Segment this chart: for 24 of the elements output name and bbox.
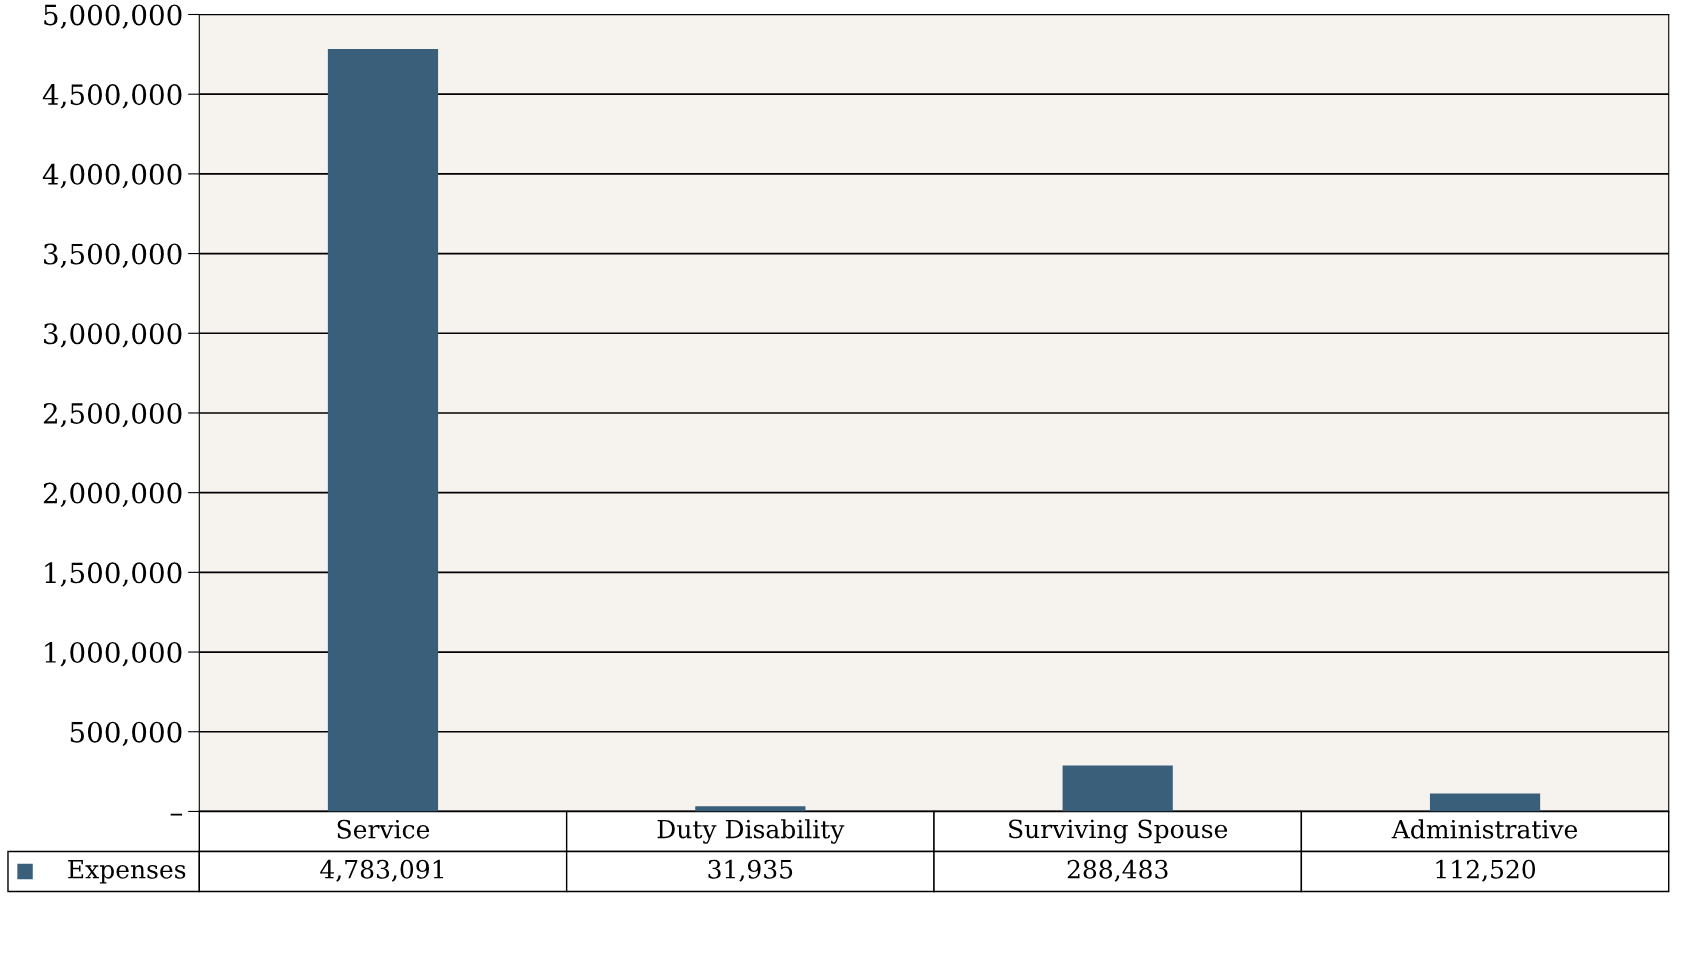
y-tick-label: 2,500,000: [43, 402, 182, 428]
y-tick-label: 3,500,000: [44, 243, 182, 268]
x-tick-label: Service: [337, 819, 430, 839]
y-tick-label: 500,000: [70, 721, 182, 747]
y-tick-label: 4,500,000: [42, 84, 182, 109]
data-label: 288,483: [1067, 859, 1168, 882]
y-tick-label: 2,000,000: [43, 482, 182, 507]
x-tick-label: Duty Disability: [657, 819, 845, 844]
data-label: 112,520: [1436, 859, 1536, 882]
y-tick-label: 4,000,000: [42, 163, 182, 189]
x-tick-label: Surviving Spouse: [1009, 819, 1228, 844]
x-tick-label: Administrative: [1391, 819, 1578, 839]
y-tick-label: 1,500,000: [45, 562, 182, 587]
data-label: 4,783,091: [320, 859, 444, 882]
y-tick-label: –: [170, 813, 183, 816]
y-tick-label: 3,000,000: [44, 323, 182, 348]
bar: [1429, 793, 1541, 812]
bar: [1062, 765, 1173, 812]
bar: [327, 49, 439, 812]
y-tick-label: 5,000,000: [44, 4, 182, 29]
y-tick-label: 1,000,000: [45, 641, 182, 667]
data-label: 31,935: [708, 859, 793, 882]
legend-label: Expenses: [68, 860, 186, 884]
bar: [695, 806, 806, 812]
